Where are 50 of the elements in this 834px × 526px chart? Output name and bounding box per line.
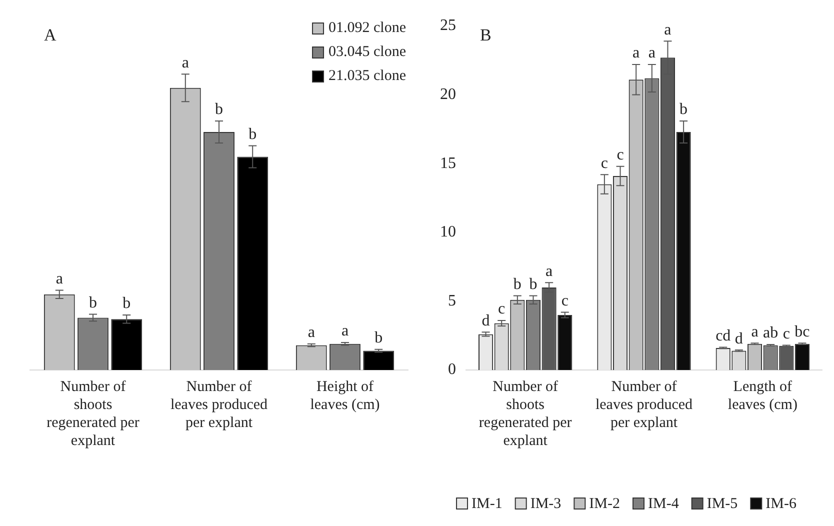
x-tick-label: Length of leaves (cm)	[728, 378, 798, 413]
chart-title: B	[480, 25, 492, 44]
chart-title: A	[44, 25, 57, 44]
data-label: a	[182, 54, 189, 72]
legend-label: IM-1	[472, 496, 502, 512]
y-tick-label: 25	[440, 17, 456, 34]
legend-label: 21.035 clone	[328, 68, 406, 84]
legend-label: IM-6	[766, 496, 797, 512]
legend-label: IM-2	[589, 496, 620, 512]
data-label: b	[215, 101, 223, 118]
data-label: a	[648, 44, 656, 62]
legend-label: 01.092 clone	[328, 20, 406, 36]
data-label: b	[374, 330, 383, 347]
data-label: cd	[716, 328, 731, 344]
legend-label: IM-4	[648, 496, 680, 512]
data-label: a	[751, 323, 758, 340]
y-tick-label: 15	[440, 154, 456, 172]
y-tick-label: 5	[448, 292, 456, 310]
data-label: b	[529, 276, 538, 293]
data-label: c	[498, 300, 506, 318]
y-tick-label: 10	[440, 224, 456, 241]
data-label: b	[122, 295, 131, 312]
data-label: a	[308, 324, 315, 342]
data-label: c	[782, 325, 790, 342]
legend-label: IM-3	[530, 496, 562, 512]
data-label: c	[600, 154, 608, 172]
legend-label: 03.045 clone	[328, 44, 406, 60]
y-tick-label: 20	[440, 86, 456, 104]
data-label: a	[546, 262, 553, 280]
data-label: b	[248, 126, 257, 143]
data-label: a	[632, 44, 640, 62]
data-label: ab	[763, 324, 778, 342]
legend-label: IM-5	[706, 496, 738, 512]
data-label: a	[664, 21, 672, 38]
x-tick-label: Number of shoots regenerated per explant	[478, 378, 572, 449]
data-label: bc	[794, 323, 810, 340]
x-tick-label: Number of leaves produced per explant	[170, 378, 268, 431]
data-label: b	[513, 276, 522, 293]
x-tick-label: Height of leaves (cm)	[310, 378, 380, 413]
y-tick-label: 0	[448, 361, 456, 378]
x-tick-label: Number of leaves produced per explant	[595, 378, 694, 431]
x-tick-label: Number of shoots regenerated per explant	[46, 378, 140, 449]
data-label: d	[482, 312, 490, 330]
data-label: a	[341, 322, 349, 340]
data-label: d	[734, 330, 743, 348]
data-label: b	[680, 101, 688, 118]
data-label: b	[89, 294, 97, 312]
data-label: c	[561, 292, 568, 310]
data-label: a	[56, 270, 63, 288]
data-label: c	[616, 146, 624, 164]
